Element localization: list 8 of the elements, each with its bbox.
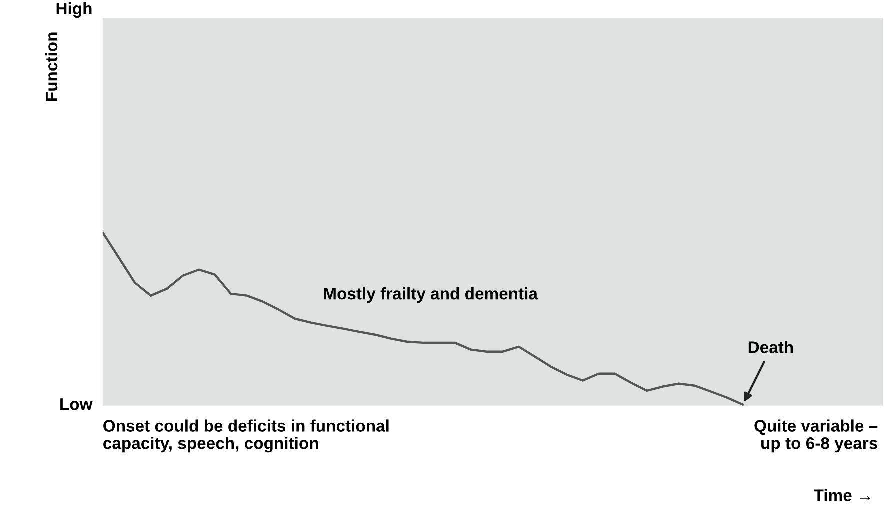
text: Onset could be deficits in functional capacity, speech, cognition bbox=[104, 420, 389, 453]
text: High bbox=[56, 2, 92, 18]
text: Time → bbox=[814, 489, 870, 502]
text: Function bbox=[45, 32, 58, 102]
text: Quite variable – up to 6-8 years bbox=[754, 420, 878, 453]
text: Low bbox=[60, 398, 93, 410]
annotation: Mostly frailty and dementia bbox=[324, 288, 538, 304]
annotation: Death bbox=[748, 341, 794, 354]
